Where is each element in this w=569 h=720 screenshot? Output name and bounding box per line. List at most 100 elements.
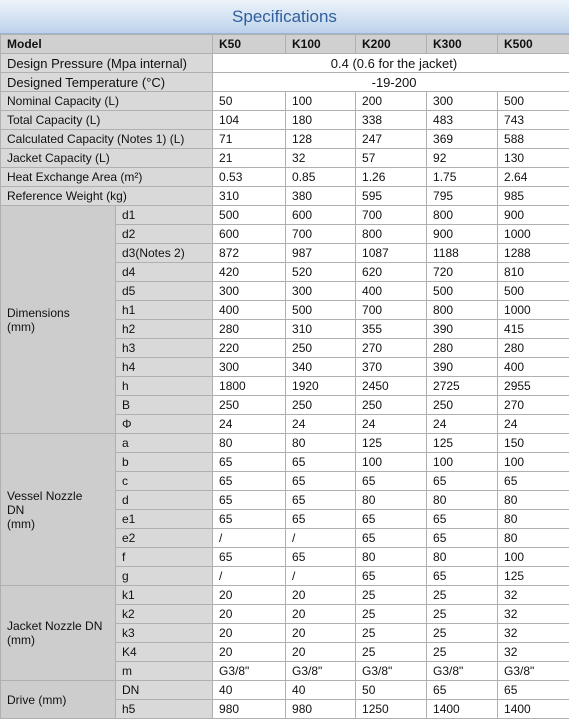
value-cell: 355	[355, 319, 428, 339]
value-cell: 250	[285, 338, 357, 358]
value-cell: 150	[497, 433, 569, 453]
value-cell: 247	[355, 129, 428, 149]
value-cell: 20	[212, 585, 287, 605]
value-cell: 65	[355, 528, 428, 548]
group-label-line: (mm)	[7, 319, 35, 334]
value-cell: 795	[426, 186, 499, 206]
value-cell: 743	[497, 110, 569, 130]
value-cell: 65	[212, 471, 287, 491]
sub-label: c	[114, 471, 214, 491]
value-cell: 250	[212, 395, 287, 415]
value-cell: 800	[426, 205, 499, 225]
value-cell: G3/8"	[355, 661, 428, 681]
value-cell: 700	[285, 224, 357, 244]
value-cell: 100	[426, 452, 499, 472]
value-cell: 1.75	[426, 167, 499, 187]
row-label: Designed Temperature (°C)	[0, 72, 214, 92]
value-cell: 2725	[426, 376, 499, 396]
value-cell: 128	[285, 129, 357, 149]
spec-row: Design Pressure (Mpa internal) 0.4 (0.6 f…	[0, 53, 569, 73]
group-label: Drive (mm)	[0, 680, 116, 719]
group-row: h1 400 500 700 800 1000	[1, 300, 569, 320]
group-row: d2 600 700 800 900 1000	[1, 224, 569, 244]
value-cell: 588	[497, 129, 569, 149]
group-label-line: Jacket Nozzle DN	[7, 619, 103, 633]
spec-row: Designed Temperature (°C) -19-200	[0, 72, 569, 92]
value-cell: 20	[285, 623, 357, 643]
value-cell: 900	[426, 224, 499, 244]
group-label: Vessel Nozzle DN (mm)	[0, 433, 116, 586]
value-cell: 987	[285, 243, 357, 263]
value-cell: 20	[212, 623, 287, 643]
value-cell: /	[212, 528, 287, 548]
value-cell: 220	[212, 338, 287, 358]
value-cell: 65	[426, 471, 499, 491]
value-cell: 65	[497, 471, 569, 491]
value-cell: 65	[285, 509, 357, 529]
value-cell: 1087	[355, 243, 428, 263]
value-cell: 280	[497, 338, 569, 358]
value-cell: 1400	[426, 699, 499, 719]
value-cell: 300	[426, 91, 499, 111]
group-row: h5 980 980 1250 1400 1400	[1, 699, 569, 719]
value-cell: 420	[212, 262, 287, 282]
value-cell: 65	[212, 490, 287, 510]
sub-label: m	[114, 661, 214, 681]
group-row: g //65 65 125	[1, 566, 569, 586]
value-cell: 25	[426, 642, 499, 662]
value-cell: 280	[426, 338, 499, 358]
value-cell: 20	[212, 604, 287, 624]
value-cell: G3/8"	[426, 661, 499, 681]
value-cell: 100	[497, 452, 569, 472]
value-cell: 370	[355, 357, 428, 377]
value-cell: 0.85	[285, 167, 357, 187]
value-cell: 50	[355, 680, 428, 700]
value-cell: 200	[355, 91, 428, 111]
value-cell: 80	[212, 433, 287, 453]
value-cell: 390	[426, 319, 499, 339]
value-cell: 900	[497, 205, 569, 225]
header-cell: K500	[497, 34, 569, 54]
value-cell: 65	[212, 452, 287, 472]
value-cell: 500	[212, 205, 287, 225]
sub-label: h1	[114, 300, 214, 320]
row-label: Heat Exchange Area (m²)	[0, 167, 214, 187]
value-cell: 25	[355, 585, 428, 605]
value-cell: 65	[426, 528, 499, 548]
value-cell: 400	[497, 357, 569, 377]
value-cell: G3/8"	[497, 661, 569, 681]
group-row: d3(Notes 2) 872 987 1087 1188 1288	[1, 243, 569, 263]
value-cell: 1000	[497, 224, 569, 244]
sub-label: DN	[114, 680, 214, 700]
value-cell: 80	[497, 528, 569, 548]
value-cell: 300	[285, 281, 357, 301]
group-label-line: (mm)	[7, 633, 35, 647]
value-cell: 80	[355, 547, 428, 567]
row-label: Nominal Capacity (L)	[0, 91, 214, 111]
group-row: h3 220 250 270 280 280	[1, 338, 569, 358]
sub-label: h2	[114, 319, 214, 339]
value-cell: 32	[497, 623, 569, 643]
value-cell: 80	[426, 547, 499, 567]
value-cell: 483	[426, 110, 499, 130]
group-row: K4 20 20 25 25 32	[1, 642, 569, 662]
data-row: Heat Exchange Area (m²) 0.53 0.85 1.26 1.75 2…	[0, 167, 569, 187]
sub-label: K4	[114, 642, 214, 662]
value-cell: 71	[212, 129, 287, 149]
sub-label: a	[114, 433, 214, 453]
value-cell: 130	[497, 148, 569, 168]
value-cell: 700	[355, 300, 428, 320]
group-row: h2 280 310 355 390 415	[1, 319, 569, 339]
sub-label: h	[114, 376, 214, 396]
value-cell: 40	[212, 680, 287, 700]
value-cell: 65	[426, 566, 499, 586]
value-cell: 720	[426, 262, 499, 282]
value-cell: 300	[212, 281, 287, 301]
value-cell: 80	[497, 490, 569, 510]
value-cell: 80	[285, 433, 357, 453]
value-cell: 100	[285, 91, 357, 111]
header-cell: Model	[0, 34, 214, 54]
value-cell: 65	[212, 547, 287, 567]
value-cell: 65	[355, 471, 428, 491]
sub-label: d5	[114, 281, 214, 301]
